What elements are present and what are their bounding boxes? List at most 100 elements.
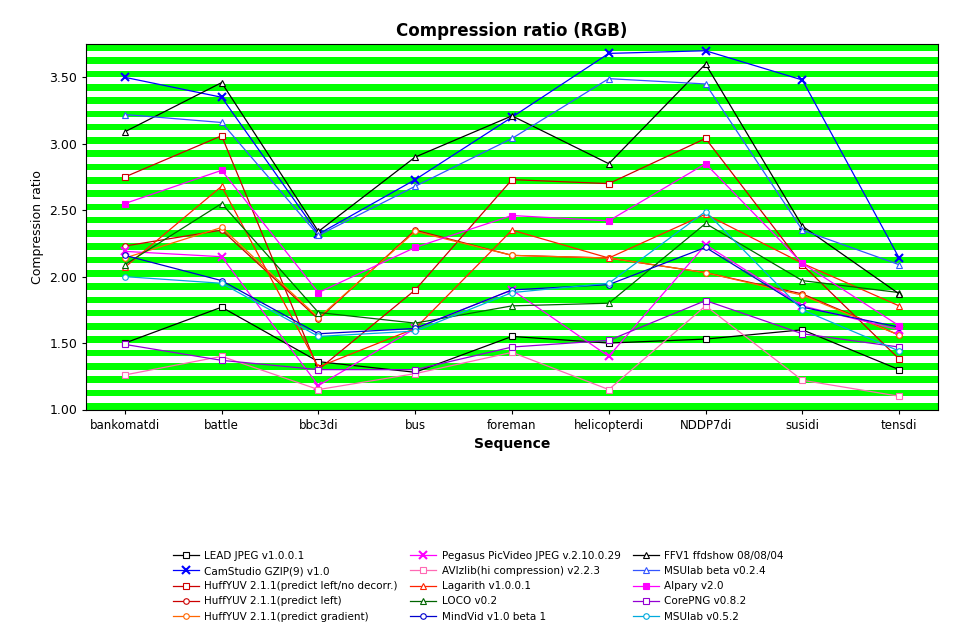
HuffYUV 2.1.1(predict gradient) — [216, 224, 228, 231]
Bar — [86, 97, 938, 104]
HuffYUV 2.1.1(predict left) — [313, 316, 324, 323]
Bar — [86, 310, 938, 316]
Bar — [86, 256, 938, 263]
LEAD JPEG v1.0.0.1 — [603, 340, 614, 347]
LEAD JPEG v1.0.0.1 — [313, 358, 324, 365]
LOCO v0.2 — [119, 261, 130, 268]
Alpary v2.0 — [119, 200, 130, 207]
Bar — [86, 124, 938, 130]
MSUlab beta v0.2.4 — [313, 232, 324, 239]
LEAD JPEG v1.0.0.1 — [894, 366, 905, 374]
Line: CorePNG v0.8.2: CorePNG v0.8.2 — [122, 298, 901, 372]
Bar — [86, 284, 938, 290]
CamStudio GZIP(9) v1.0 — [119, 74, 130, 81]
Line: MSUlab beta v0.2.4: MSUlab beta v0.2.4 — [122, 75, 902, 268]
Alpary v2.0 — [894, 322, 905, 329]
Alpary v2.0 — [603, 217, 614, 225]
Bar — [86, 190, 938, 197]
LEAD JPEG v1.0.0.1 — [410, 369, 421, 376]
AVIzlib(hi compression) v2.2.3 — [410, 370, 421, 377]
MindVid v1.0 beta 1 — [410, 324, 421, 332]
Legend: LEAD JPEG v1.0.0.1, CamStudio GZIP(9) v1.0, HuffYUV 2.1.1(predict left/no decorr: LEAD JPEG v1.0.0.1, CamStudio GZIP(9) v1… — [170, 547, 787, 625]
AVIzlib(hi compression) v2.2.3 — [216, 353, 228, 360]
Line: AVIzlib(hi compression) v2.2.3: AVIzlib(hi compression) v2.2.3 — [122, 303, 901, 399]
Pegasus PicVideo JPEG v.2.10.0.29 — [410, 324, 421, 332]
CorePNG v0.8.2 — [216, 357, 228, 364]
AVIzlib(hi compression) v2.2.3 — [796, 377, 808, 384]
MSUlab v0.5.2 — [410, 328, 421, 335]
HuffYUV 2.1.1(predict left) — [410, 226, 421, 234]
Lagarith v1.0.0.1 — [796, 260, 808, 267]
Bar — [86, 137, 938, 144]
Bar — [86, 151, 938, 157]
CamStudio GZIP(9) v1.0 — [700, 47, 711, 55]
Y-axis label: Compression ratio: Compression ratio — [31, 170, 44, 284]
LEAD JPEG v1.0.0.1 — [796, 326, 808, 333]
HuffYUV 2.1.1(predict left/no decorr.) — [894, 355, 905, 363]
HuffYUV 2.1.1(predict left) — [216, 226, 228, 234]
Lagarith v1.0.0.1 — [894, 302, 905, 309]
LOCO v0.2 — [216, 200, 228, 207]
Alpary v2.0 — [216, 166, 228, 174]
FFV1 ffdshow 08/08/04 — [700, 60, 711, 68]
AVIzlib(hi compression) v2.2.3 — [506, 348, 518, 356]
LOCO v0.2 — [313, 309, 324, 316]
Lagarith v1.0.0.1 — [506, 226, 518, 234]
FFV1 ffdshow 08/08/04 — [796, 222, 808, 230]
HuffYUV 2.1.1(predict gradient) — [119, 255, 130, 262]
Line: Alpary v2.0: Alpary v2.0 — [122, 161, 901, 329]
MSUlab beta v0.2.4 — [894, 261, 905, 268]
HuffYUV 2.1.1(predict left/no decorr.) — [603, 180, 614, 187]
Bar — [86, 403, 938, 410]
Bar — [86, 84, 938, 91]
HuffYUV 2.1.1(predict gradient) — [603, 255, 614, 262]
Bar — [86, 164, 938, 170]
LEAD JPEG v1.0.0.1 — [119, 340, 130, 347]
MSUlab beta v0.2.4 — [603, 75, 614, 83]
Line: LEAD JPEG v1.0.0.1: LEAD JPEG v1.0.0.1 — [122, 304, 901, 375]
MSUlab beta v0.2.4 — [796, 226, 808, 234]
CamStudio GZIP(9) v1.0 — [410, 176, 421, 183]
FFV1 ffdshow 08/08/04 — [506, 112, 518, 120]
MindVid v1.0 beta 1 — [700, 244, 711, 251]
AVIzlib(hi compression) v2.2.3 — [700, 302, 711, 309]
AVIzlib(hi compression) v2.2.3 — [894, 392, 905, 400]
Bar — [86, 297, 938, 303]
LOCO v0.2 — [796, 277, 808, 284]
MSUlab v0.5.2 — [700, 208, 711, 215]
CorePNG v0.8.2 — [119, 341, 130, 348]
FFV1 ffdshow 08/08/04 — [603, 160, 614, 168]
Lagarith v1.0.0.1 — [603, 255, 614, 262]
CorePNG v0.8.2 — [313, 366, 324, 374]
Bar — [86, 44, 938, 51]
Pegasus PicVideo JPEG v.2.10.0.29 — [313, 382, 324, 389]
CorePNG v0.8.2 — [603, 336, 614, 344]
LOCO v0.2 — [410, 319, 421, 327]
Lagarith v1.0.0.1 — [216, 183, 228, 190]
Alpary v2.0 — [796, 260, 808, 267]
MSUlab v0.5.2 — [119, 273, 130, 280]
Bar — [86, 230, 938, 237]
HuffYUV 2.1.1(predict left) — [894, 331, 905, 339]
Bar — [86, 71, 938, 77]
FFV1 ffdshow 08/08/04 — [894, 290, 905, 298]
Line: CamStudio GZIP(9) v1.0: CamStudio GZIP(9) v1.0 — [121, 47, 903, 262]
HuffYUV 2.1.1(predict gradient) — [700, 269, 711, 277]
MSUlab v0.5.2 — [506, 289, 518, 296]
CamStudio GZIP(9) v1.0 — [506, 113, 518, 121]
MSUlab v0.5.2 — [894, 347, 905, 355]
Pegasus PicVideo JPEG v.2.10.0.29 — [894, 326, 905, 333]
HuffYUV 2.1.1(predict left) — [603, 255, 614, 262]
MindVid v1.0 beta 1 — [796, 304, 808, 311]
AVIzlib(hi compression) v2.2.3 — [603, 386, 614, 393]
CorePNG v0.8.2 — [894, 343, 905, 351]
Bar — [86, 336, 938, 343]
HuffYUV 2.1.1(predict left/no decorr.) — [796, 261, 808, 268]
Pegasus PicVideo JPEG v.2.10.0.29 — [506, 286, 518, 294]
CamStudio GZIP(9) v1.0 — [313, 231, 324, 238]
Bar — [86, 350, 938, 357]
Bar — [86, 270, 938, 277]
Bar — [86, 57, 938, 64]
Bar — [86, 389, 938, 396]
FFV1 ffdshow 08/08/04 — [410, 153, 421, 161]
